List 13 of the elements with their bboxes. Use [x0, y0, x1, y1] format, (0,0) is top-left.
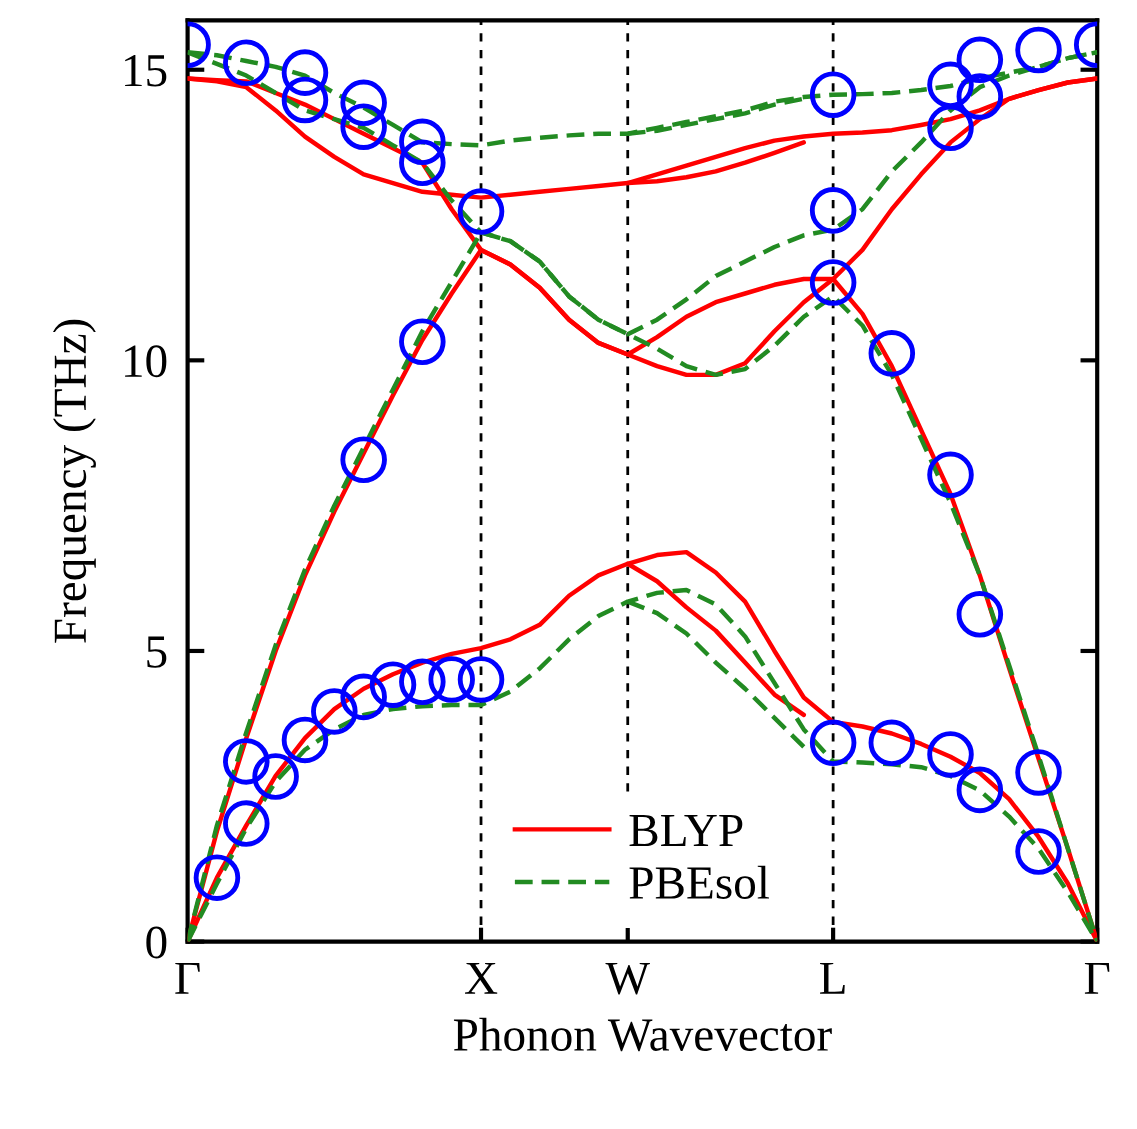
y-tick-label: 5 [147, 636, 167, 668]
legend-label: BLYP [629, 814, 743, 847]
y-tick-label: 0 [146, 926, 167, 959]
x-tick-label: W [605, 962, 650, 995]
y-tick-label: 15 [125, 54, 167, 87]
legend-label: PBEsol [629, 865, 769, 899]
x-axis-title: Phonon Wavevector [453, 1017, 832, 1052]
y-tick-label: 10 [125, 345, 167, 378]
x-tick-label: Γ [175, 962, 200, 994]
y-axis-title: Frequency (THz) [52, 319, 96, 643]
x-tick-label: X [465, 962, 498, 994]
x-tick-label: Γ [1084, 962, 1110, 994]
x-tick-label: L [820, 962, 845, 994]
